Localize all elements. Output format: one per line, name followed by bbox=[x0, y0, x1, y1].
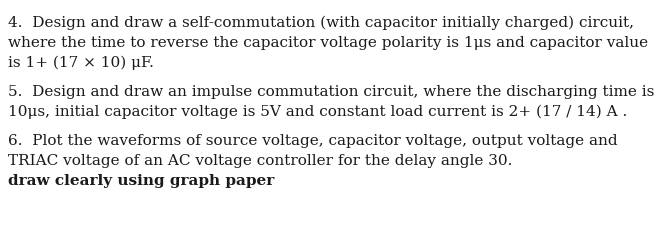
Text: 6.  Plot the waveforms of source voltage, capacitor voltage, output voltage and: 6. Plot the waveforms of source voltage,… bbox=[8, 134, 618, 148]
Text: is 1+ (17 × 10) μF.: is 1+ (17 × 10) μF. bbox=[8, 56, 154, 70]
Text: 10μs, initial capacitor voltage is 5V and constant load current is 2+ (17 / 14) : 10μs, initial capacitor voltage is 5V an… bbox=[8, 105, 627, 119]
Text: TRIAC voltage of an AC voltage controller for the delay angle 30.: TRIAC voltage of an AC voltage controlle… bbox=[8, 154, 517, 168]
Text: draw clearly using graph paper: draw clearly using graph paper bbox=[8, 174, 274, 188]
Text: 5.  Design and draw an impulse commutation circuit, where the discharging time i: 5. Design and draw an impulse commutatio… bbox=[8, 85, 655, 99]
Text: 4.  Design and draw a self-commutation (with capacitor initially charged) circui: 4. Design and draw a self-commutation (w… bbox=[8, 16, 634, 30]
Text: where the time to reverse the capacitor voltage polarity is 1μs and capacitor va: where the time to reverse the capacitor … bbox=[8, 36, 648, 50]
